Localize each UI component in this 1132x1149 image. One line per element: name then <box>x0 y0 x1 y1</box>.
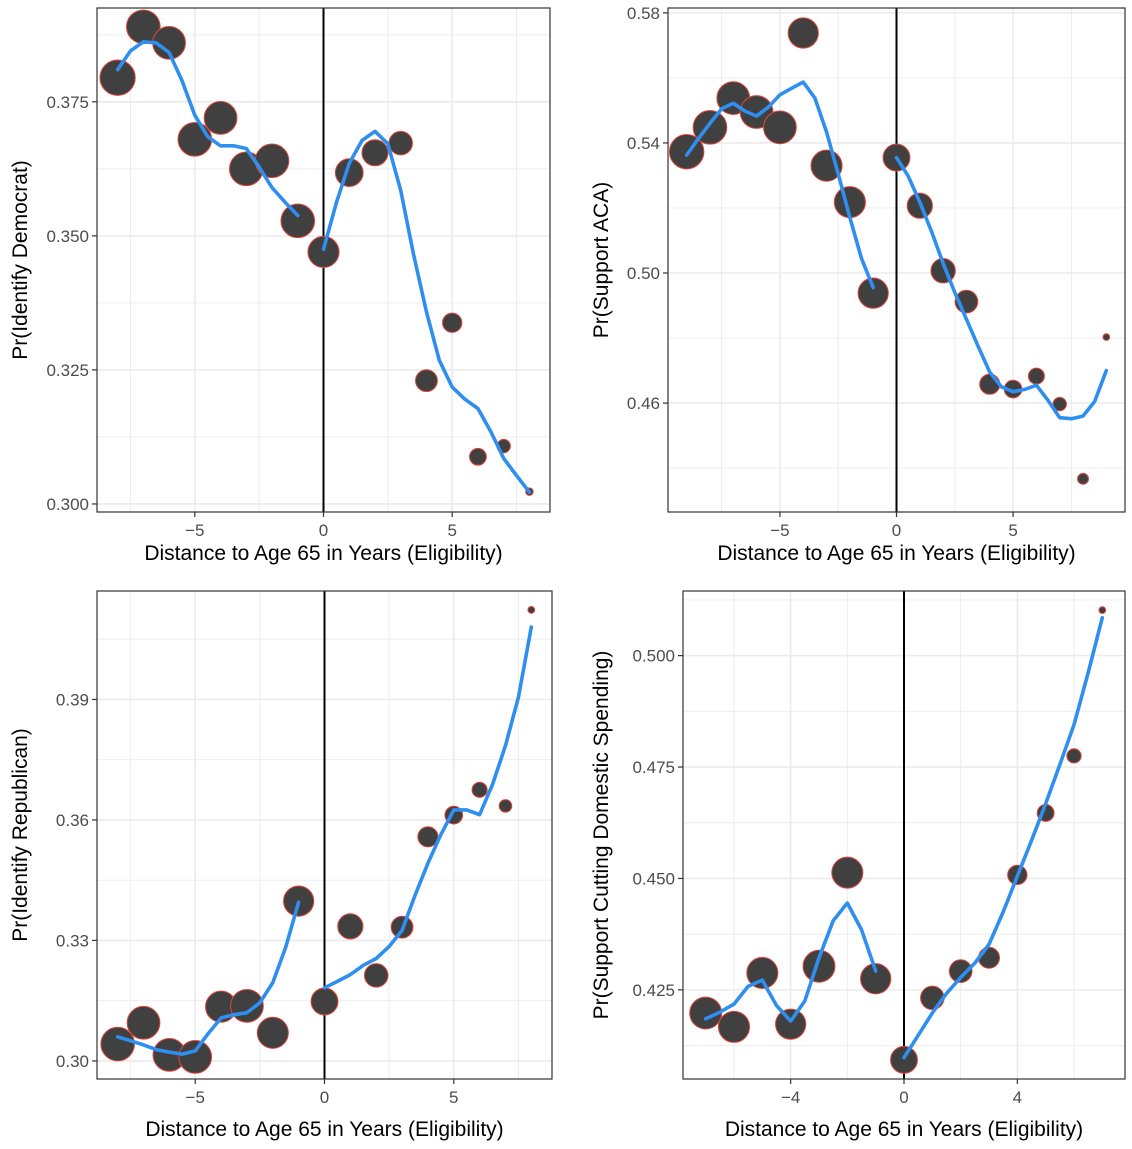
panel-3: −5 0 5 0.30 0.33 0.36 0.39 Distance to Age 65 i… <box>9 590 553 1141</box>
y-tick-label: 0.33 <box>56 931 89 950</box>
y-tick-label: 0.30 <box>56 1052 89 1071</box>
y-tick-label: 0.425 <box>632 981 675 1000</box>
data-point <box>527 606 536 614</box>
data-point <box>1052 396 1067 412</box>
data-point <box>442 312 463 333</box>
y-tick-label: 0.350 <box>46 227 89 246</box>
data-point <box>256 1016 289 1049</box>
smooth-left-line <box>703 901 878 1023</box>
x-tick-label: −5 <box>770 521 789 540</box>
data-point <box>471 781 488 798</box>
data-point <box>857 277 889 309</box>
y-tick-label: 0.450 <box>632 869 675 888</box>
data-point <box>717 1010 751 1043</box>
x-tick-label: 0 <box>320 1088 329 1107</box>
data-point <box>177 122 213 157</box>
smooth-left-line <box>115 900 301 1056</box>
x-axis-title: Distance to Age 65 in Years (Eligibility… <box>145 1118 503 1141</box>
x-axis-title: Distance to Age 65 in Years (Eligibility… <box>144 542 502 565</box>
y-tick-label: 0.46 <box>627 394 660 413</box>
y-axis-title: Pr(Identify Republican) <box>9 728 32 942</box>
y-tick-label: 0.475 <box>632 758 675 777</box>
data-point <box>280 203 316 239</box>
data-point <box>415 369 438 393</box>
x-axis-title: Distance to Age 65 in Years (Eligibility… <box>717 542 1075 565</box>
data-point <box>254 143 290 179</box>
data-point <box>363 963 389 988</box>
x-tick-label: 4 <box>1013 1088 1022 1107</box>
data-point <box>831 856 864 889</box>
data-point <box>498 799 513 813</box>
data-point <box>948 959 973 983</box>
data-point <box>1098 606 1107 615</box>
smooth-left-line <box>115 40 300 218</box>
data-point <box>178 1040 213 1074</box>
smooth-right-line <box>321 129 532 494</box>
data-point <box>763 110 797 145</box>
x-tick-label: −4 <box>781 1088 800 1107</box>
y-tick-label: 0.500 <box>632 647 675 666</box>
data-point <box>1027 367 1045 385</box>
data-point <box>979 373 1001 395</box>
data-point <box>100 1026 135 1062</box>
y-tick-label: 0.300 <box>46 495 89 514</box>
y-axis-title: Pr(Identify Democrat) <box>9 160 32 360</box>
y-tick-label: 0.39 <box>56 690 89 709</box>
x-tick-label: 5 <box>449 1088 458 1107</box>
data-point <box>361 139 389 167</box>
y-tick-label: 0.58 <box>627 4 660 23</box>
x-tick-label: 5 <box>447 521 456 540</box>
smooth-right-line <box>322 625 534 990</box>
data-point <box>307 235 340 268</box>
data-point <box>920 985 945 1011</box>
y-axis-title: Pr(Support ACA) <box>590 182 613 338</box>
panel-4: −4 0 4 0.425 0.450 0.475 0.500 Distance to Age … <box>590 590 1126 1141</box>
data-point <box>126 1005 161 1040</box>
data-point <box>860 963 892 995</box>
data-point <box>1102 333 1111 341</box>
data-point <box>1066 748 1082 764</box>
data-point <box>469 447 487 466</box>
x-tick-label: −5 <box>186 1088 205 1107</box>
y-tick-label: 0.36 <box>56 811 89 830</box>
data-point <box>890 1045 918 1074</box>
data-point <box>978 946 1000 969</box>
y-tick-label: 0.325 <box>46 361 89 380</box>
panel-1: −5 0 5 0.300 0.325 0.350 0.375 Distance to Age … <box>9 7 551 565</box>
x-tick-label: 5 <box>1008 521 1017 540</box>
data-point <box>787 17 819 49</box>
smooth-left-line <box>684 80 875 290</box>
data-point <box>337 913 364 940</box>
smooth-right-line <box>902 615 1105 1060</box>
panel-2: −5 0 5 0.46 0.50 0.54 0.58 Distance to Age 65 i… <box>590 4 1126 565</box>
x-tick-label: 0 <box>319 521 328 540</box>
data-point <box>203 101 238 135</box>
data-point <box>1077 472 1089 485</box>
data-point <box>802 949 836 983</box>
smooth-right-line <box>894 155 1109 421</box>
data-point <box>99 59 136 96</box>
x-tick-label: −5 <box>185 521 204 540</box>
y-axis-title: Pr(Support Cutting Domestic Spending) <box>590 651 613 1020</box>
y-tick-label: 0.375 <box>46 93 89 112</box>
y-tick-label: 0.54 <box>627 134 660 153</box>
data-point <box>746 956 779 989</box>
data-point <box>775 1008 807 1040</box>
data-point <box>310 987 339 1016</box>
data-point <box>388 130 413 156</box>
x-axis-title: Distance to Age 65 in Years (Eligibility… <box>725 1118 1083 1141</box>
x-tick-label: 0 <box>892 521 901 540</box>
x-tick-label: 0 <box>899 1088 908 1107</box>
y-tick-label: 0.50 <box>627 264 660 283</box>
